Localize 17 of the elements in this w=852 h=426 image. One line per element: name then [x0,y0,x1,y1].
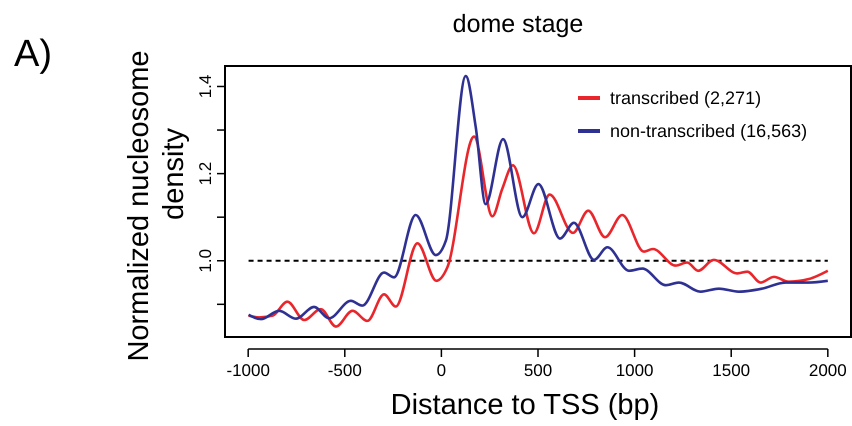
chart-title: dome stage [452,10,584,38]
legend-label: non-transcribed (16,563) [610,121,808,141]
x-tick-label: 1500 [712,361,750,380]
y-tick-label: 1.4 [196,74,215,98]
x-tick-label: -1000 [226,361,270,380]
x-tick-label: 500 [524,361,552,380]
y-tick-label: 1.0 [196,248,215,273]
x-tick-label: 2000 [808,361,847,380]
legend-label: transcribed (2,271) [610,88,762,108]
x-tick-label: -500 [328,361,362,380]
x-axis-title: Distance to TSS (bp) [390,389,660,421]
text: A) [14,33,52,75]
y-tick-label: 1.2 [196,162,215,186]
line-series [247,74,830,320]
x-tick-label: 0 [436,361,446,380]
x-tick-label: 1000 [616,361,654,380]
y-axis-title: Normalized nucleosome density [123,50,190,362]
